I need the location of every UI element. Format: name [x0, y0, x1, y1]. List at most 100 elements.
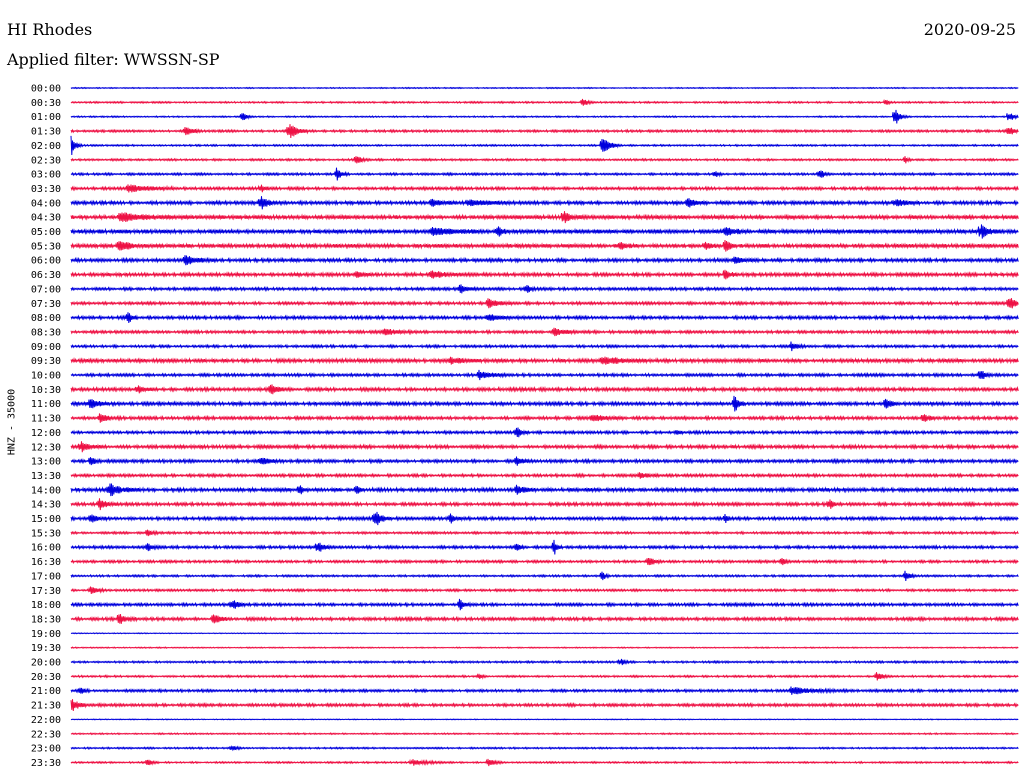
time-label: 15:00	[31, 514, 61, 525]
time-label: 06:00	[31, 256, 61, 267]
trace-1400	[70, 483, 1019, 497]
trace-0900	[70, 341, 1019, 352]
time-label: 14:00	[31, 485, 61, 496]
time-label: 08:00	[31, 313, 61, 324]
time-label: 09:00	[31, 342, 61, 353]
time-label: 16:30	[31, 557, 61, 568]
time-label: 11:00	[31, 399, 61, 410]
trace-0630	[70, 269, 1019, 280]
time-label: 21:30	[31, 701, 61, 712]
time-label: 00:30	[31, 98, 61, 109]
trace-1930	[70, 646, 1019, 650]
time-label: 17:00	[31, 571, 61, 582]
time-label: 05:30	[31, 241, 61, 252]
trace-1230	[70, 441, 1019, 453]
time-label: 20:30	[31, 672, 61, 683]
trace-0330	[70, 184, 1019, 193]
trace-1600	[70, 539, 1019, 555]
time-label: 22:00	[31, 715, 61, 726]
trace-2230	[70, 732, 1019, 736]
time-label: 18:30	[31, 614, 61, 625]
trace-1200	[70, 427, 1019, 438]
time-label: 08:30	[31, 327, 61, 338]
time-label: 05:00	[31, 227, 61, 238]
trace-0430	[70, 211, 1019, 224]
trace-1730	[70, 586, 1019, 594]
date-label: 2020-09-25	[923, 20, 1016, 39]
time-label: 23:30	[31, 758, 61, 769]
time-label: 12:30	[31, 442, 61, 453]
time-label: 17:30	[31, 586, 61, 597]
trace-2100	[70, 686, 1019, 695]
time-label: 07:30	[31, 299, 61, 310]
trace-1500	[70, 511, 1019, 526]
time-label: 23:00	[31, 744, 61, 755]
trace-2030	[70, 672, 1019, 681]
trace-1830	[70, 614, 1019, 624]
time-label: 13:00	[31, 457, 61, 468]
time-label: 01:00	[31, 112, 61, 123]
time-label: 09:30	[31, 356, 61, 367]
trace-0500	[70, 224, 1019, 239]
time-label: 11:30	[31, 414, 61, 425]
trace-2330	[70, 758, 1019, 767]
trace-1130	[70, 413, 1019, 423]
trace-0100	[70, 109, 1019, 124]
time-label: 19:30	[31, 643, 61, 654]
trace-1900	[70, 632, 1019, 635]
station-title: HI Rhodes	[7, 20, 93, 39]
time-label: 21:00	[31, 686, 61, 697]
time-label: 10:00	[31, 371, 61, 382]
trace-0400	[70, 196, 1019, 210]
time-label: 00:00	[31, 84, 61, 95]
trace-0600	[70, 255, 1019, 266]
trace-1800	[70, 598, 1019, 611]
trace-0830	[70, 327, 1019, 337]
trace-1330	[70, 471, 1019, 479]
time-label: 12:00	[31, 428, 61, 439]
trace-1300	[70, 456, 1019, 466]
trace-0530	[70, 240, 1019, 252]
trace-0030	[70, 98, 1019, 106]
time-label: 02:30	[31, 155, 61, 166]
time-label: 13:30	[31, 471, 61, 482]
trace-0200	[70, 135, 1019, 155]
time-label: 16:00	[31, 543, 61, 554]
time-label: 07:00	[31, 284, 61, 295]
time-label: 18:00	[31, 600, 61, 611]
time-label: 19:00	[31, 629, 61, 640]
trace-0700	[70, 284, 1019, 294]
time-label: 20:00	[31, 658, 61, 669]
trace-0800	[70, 312, 1019, 323]
time-label: 04:30	[31, 213, 61, 224]
trace-1430	[70, 498, 1019, 511]
trace-0730	[70, 298, 1019, 309]
time-label: 04:00	[31, 198, 61, 209]
time-label: 02:00	[31, 141, 61, 152]
time-label: 03:30	[31, 184, 61, 195]
trace-0000	[70, 86, 1019, 90]
time-label: 06:30	[31, 270, 61, 281]
trace-1000	[70, 369, 1019, 381]
trace-1630	[70, 557, 1019, 566]
time-label: 22:30	[31, 729, 61, 740]
trace-2000	[70, 658, 1019, 666]
time-label: 14:30	[31, 500, 61, 511]
trace-1030	[70, 384, 1019, 395]
trace-0300	[70, 167, 1019, 181]
trace-0230	[70, 156, 1019, 164]
trace-2300	[70, 744, 1019, 752]
trace-1700	[70, 570, 1019, 582]
time-label: 01:30	[31, 127, 61, 138]
time-label: 10:30	[31, 385, 61, 396]
time-label: 03:00	[31, 170, 61, 181]
trace-1100	[70, 395, 1019, 412]
filter-label: Applied filter: WWSSN-SP	[7, 50, 220, 69]
trace-2200	[70, 718, 1019, 721]
trace-1530	[70, 529, 1019, 537]
trace-2130	[70, 699, 1019, 711]
trace-0930	[70, 356, 1019, 365]
trace-0130	[70, 124, 1019, 138]
time-label: 15:30	[31, 528, 61, 539]
